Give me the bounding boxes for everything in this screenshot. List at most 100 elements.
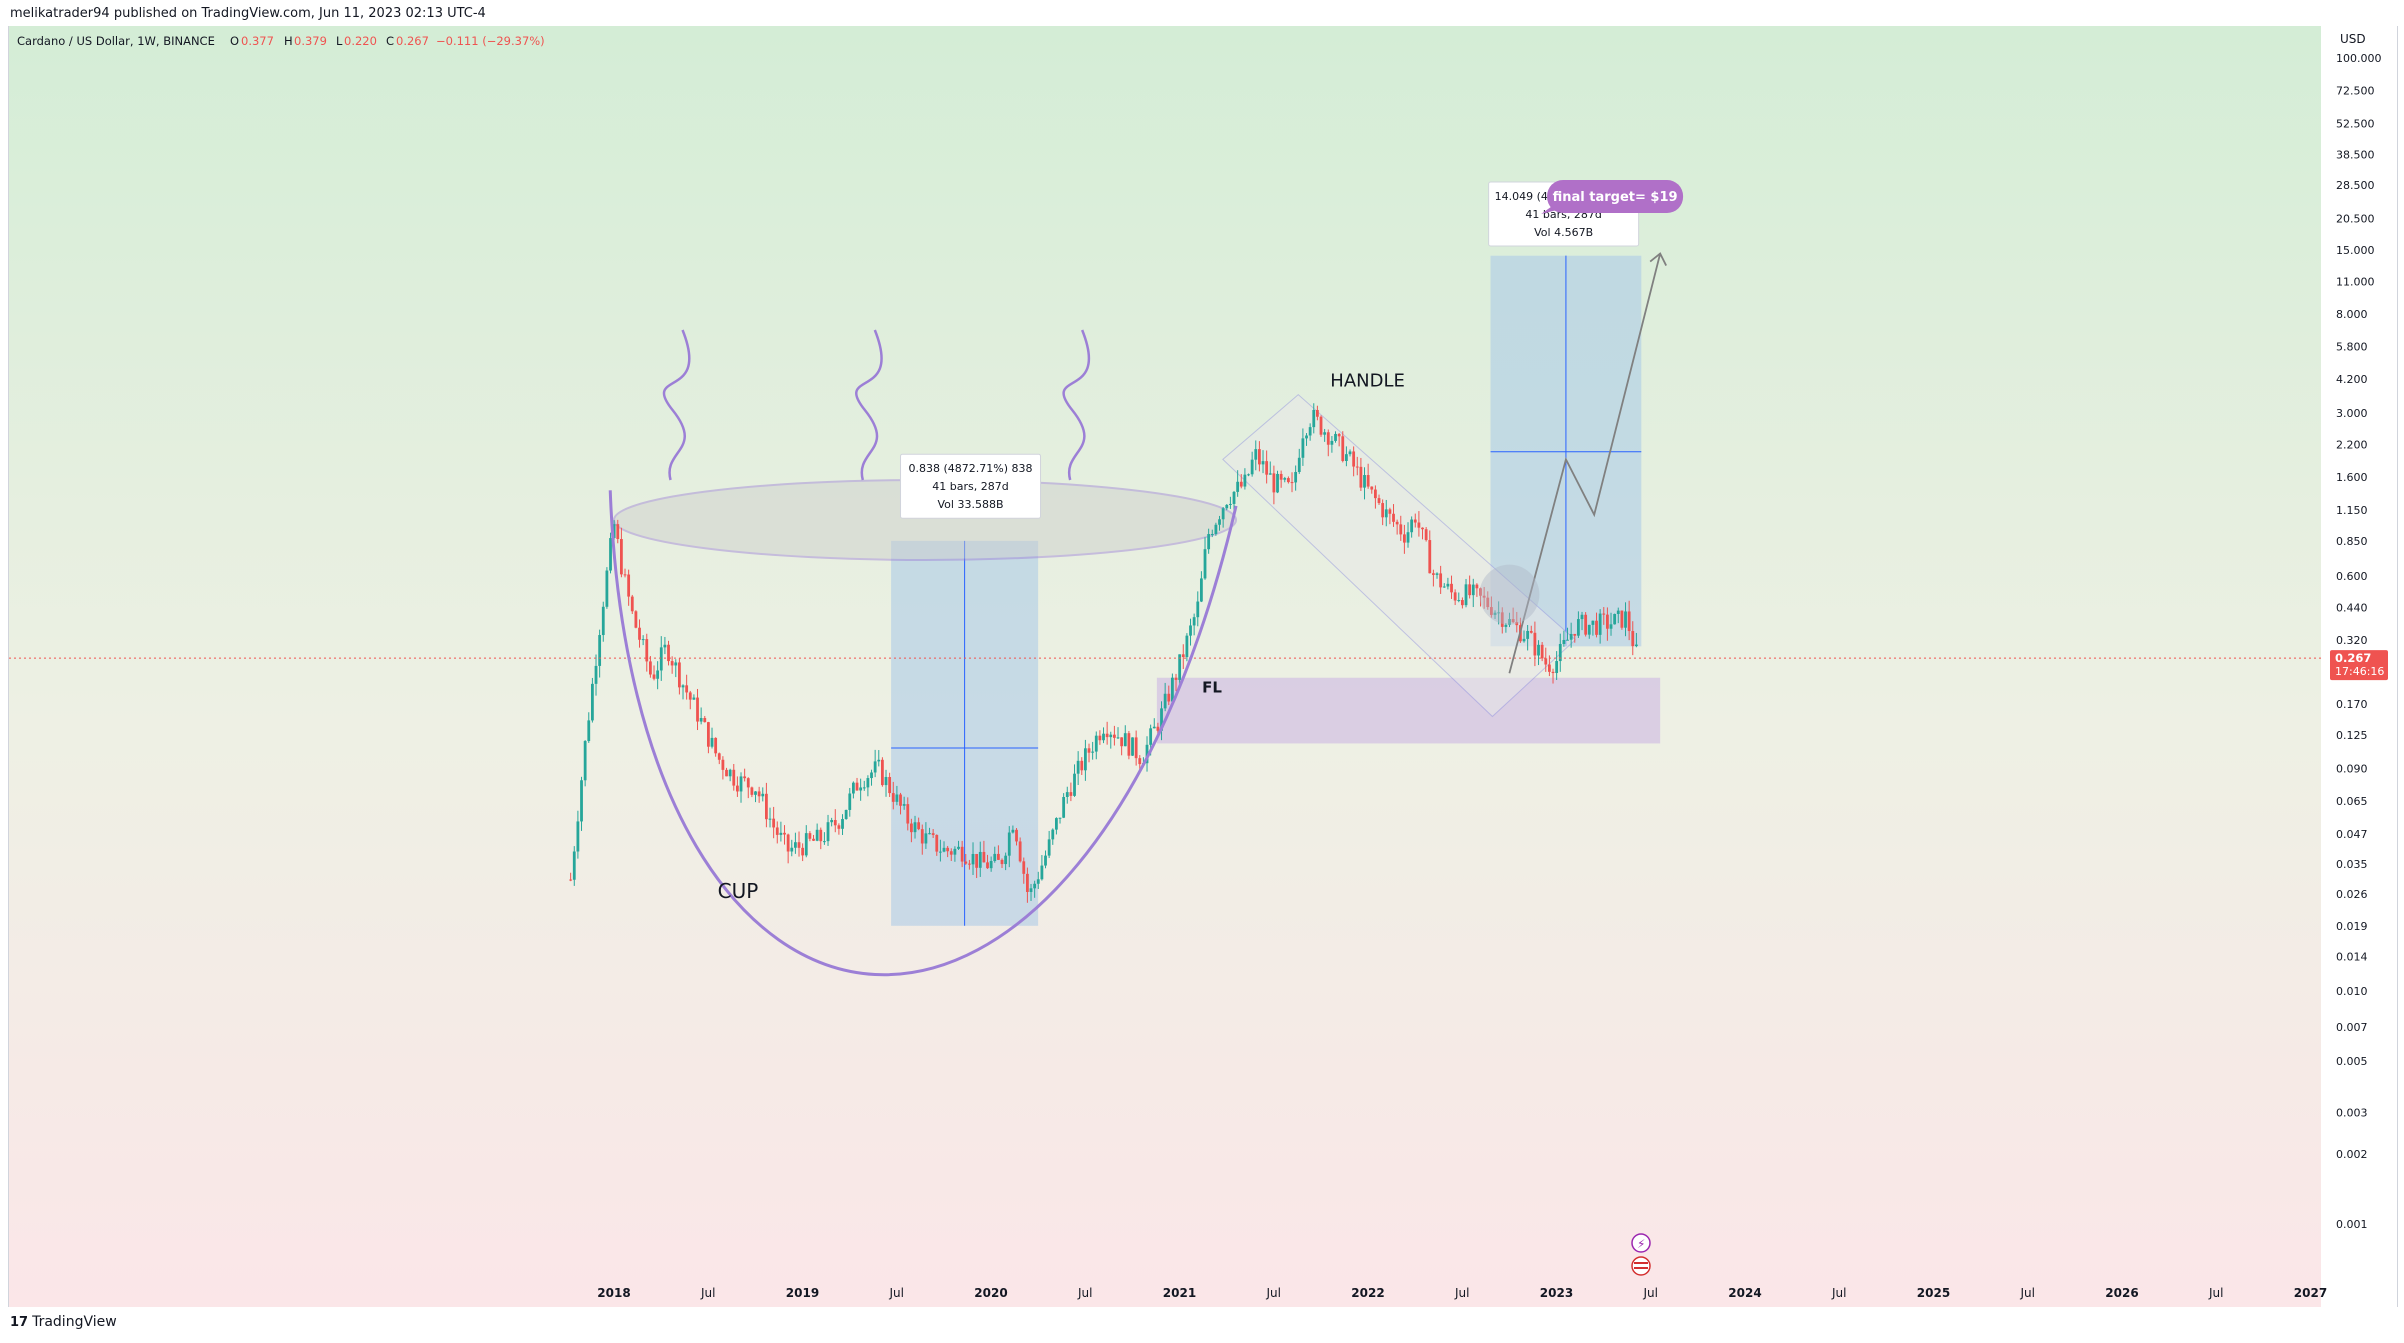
candle-body [1413,519,1417,523]
candle-body [1210,534,1214,536]
candle-body [1007,832,1011,856]
news-icons[interactable]: ⚡ [1631,1233,1651,1276]
candle-body [605,570,609,607]
candle-body [1479,588,1482,596]
candle-body [1225,504,1229,509]
candle-body [1178,654,1182,680]
candle-body [706,722,710,747]
candle-body [1421,527,1424,530]
candle-body [710,737,714,747]
time-tick-3: Jul [889,1286,904,1300]
price-tick-14: 1.150 [2336,504,2368,517]
candle-body [1566,639,1569,641]
candle-body [1602,613,1606,615]
candle-body [949,851,953,855]
candle-body [1319,416,1323,435]
projection-path[interactable] [1508,253,1662,674]
cup-curve[interactable] [608,490,1238,976]
candle-body [1149,728,1153,745]
candle-body [1417,522,1421,528]
candle-body [1355,466,1359,468]
candle-body [735,785,739,792]
price-tick-20: 0.125 [2336,729,2368,742]
candle-body [1522,638,1526,642]
candle-body [1036,879,1040,884]
candle-body [975,853,979,868]
price-tick-1: 72.500 [2336,85,2375,98]
candle-body [1185,635,1189,658]
final-target-badge[interactable]: final target= $19 [1541,180,1684,214]
candle-body [703,718,707,723]
svg-text:H: H [284,34,293,48]
price-tick-19: 0.170 [2336,698,2368,711]
svg-text:⚡: ⚡ [1637,1237,1645,1251]
candle-body [884,776,888,786]
fl-zone[interactable] [1156,677,1661,744]
highlight-circle[interactable] [1479,564,1540,625]
candle-body [1062,796,1066,818]
candle-body [1203,549,1207,579]
candle-body [1450,583,1453,593]
candle-body [1098,735,1102,741]
candle-body [1359,466,1363,488]
candle-body [1366,475,1370,487]
projection-arrowhead [1649,252,1667,266]
price-tick-12: 2.200 [2336,439,2368,452]
candle-body [1558,643,1562,662]
final-target-text: final target= $19 [1553,190,1678,205]
candle-body [1025,873,1029,892]
candlestick-series [9,403,2321,903]
footer-bar [0,1307,2404,1343]
chart-canvas[interactable]: USD 100.000 72.500 52.500 38.500 28.500 20.50… [0,0,2404,1307]
candle-body [764,793,768,820]
candle-body [1051,829,1055,840]
tv-logo-icon: 17 [10,1314,29,1330]
tradingview-logo[interactable]: 17 TradingView [10,1314,117,1330]
candle-body [623,574,627,576]
last-price-badge[interactable]: 0.267 17:46:16 [2330,650,2388,681]
time-tick-14: 2025 [1917,1286,1950,1300]
candle-body [1123,733,1127,747]
candle-body [1613,613,1617,625]
measure-info-1[interactable]: 0.838 (4872.71%) 838 41 bars, 287d Vol 33.… [900,453,1042,519]
candle-body [1348,451,1352,455]
handle-channel[interactable] [1222,394,1577,718]
candle-body [1069,792,1073,796]
candle-body [859,787,863,791]
candle-body [1000,859,1004,865]
candle-body [634,611,638,628]
svg-text:0.379: 0.379 [294,34,327,48]
candle-body [957,846,960,849]
candle-body [888,776,892,794]
price-axis-ticks: 100.000 72.500 52.500 38.500 28.500 20.500 15.… [2336,52,2382,1231]
candle-body [1431,573,1435,575]
svg-text:C: C [386,34,394,48]
candle-body [808,833,812,839]
candle-body [1457,600,1461,602]
candle-body [833,820,837,826]
svg-text:−0.111 (−29.37%): −0.111 (−29.37%) [436,34,545,48]
candle-body [866,778,870,788]
candle-body [1500,612,1504,627]
candle-body [815,829,819,841]
candle-body [870,772,873,779]
candle-body [1305,435,1308,439]
candle-body [862,787,866,789]
candle-body [779,832,783,835]
price-tick-17: 0.440 [2336,602,2368,615]
candle-body [1283,478,1287,480]
candle-body [964,861,968,864]
candle-body [728,769,732,777]
candle-body [1218,519,1221,525]
candle-body [1334,433,1337,441]
candle-body [783,832,786,835]
candle-body [746,778,750,788]
candle-body [786,834,790,852]
candle-body [1083,748,1087,771]
last-price-value: 0.267 [2335,651,2371,665]
candle-body [1076,760,1080,774]
candle-body [1044,855,1047,866]
candle-body [1482,595,1486,598]
candle-body [924,833,928,844]
candle-body [1515,622,1519,626]
